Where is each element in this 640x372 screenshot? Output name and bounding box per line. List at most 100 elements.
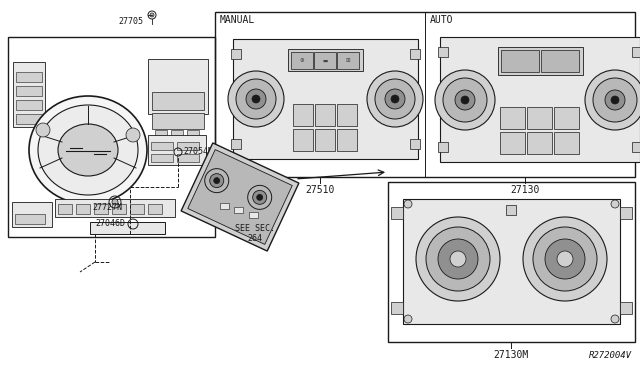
Circle shape — [36, 123, 50, 137]
Bar — [234, 207, 243, 213]
Bar — [291, 52, 313, 69]
Bar — [231, 139, 241, 149]
Polygon shape — [188, 150, 292, 244]
Text: SEE SEC.
264: SEE SEC. 264 — [235, 224, 275, 243]
Circle shape — [523, 217, 607, 301]
Bar — [527, 107, 552, 129]
Circle shape — [461, 96, 469, 104]
Text: ⊕: ⊕ — [300, 58, 304, 64]
Bar — [438, 142, 448, 152]
Ellipse shape — [29, 96, 147, 204]
Bar — [94, 204, 108, 214]
Text: ⊞: ⊞ — [346, 58, 350, 64]
Circle shape — [126, 128, 140, 142]
Circle shape — [416, 217, 500, 301]
Bar — [527, 132, 552, 154]
Bar — [220, 203, 228, 209]
Bar — [16, 72, 42, 82]
Circle shape — [404, 315, 412, 323]
Bar — [249, 212, 258, 218]
Bar — [440, 37, 640, 162]
Bar — [177, 154, 199, 162]
Circle shape — [385, 89, 405, 109]
Circle shape — [391, 95, 399, 103]
Bar — [76, 204, 90, 214]
Bar — [58, 204, 72, 214]
Text: MANUAL: MANUAL — [220, 15, 255, 25]
Bar — [231, 49, 241, 59]
Bar — [554, 132, 579, 154]
Bar — [151, 154, 173, 162]
Circle shape — [533, 227, 597, 291]
Bar — [112, 204, 126, 214]
Bar — [315, 104, 335, 126]
Polygon shape — [181, 143, 299, 251]
Circle shape — [253, 190, 267, 204]
Bar — [177, 142, 199, 150]
Bar — [16, 100, 42, 110]
Bar — [541, 50, 579, 72]
Bar — [8, 37, 215, 237]
Bar — [410, 49, 420, 59]
Bar — [403, 199, 620, 324]
Text: 27705: 27705 — [118, 16, 143, 26]
Circle shape — [228, 71, 284, 127]
Bar — [171, 130, 183, 136]
Bar — [410, 139, 420, 149]
Bar — [16, 86, 42, 96]
Bar — [151, 142, 173, 150]
Circle shape — [112, 199, 118, 205]
Circle shape — [404, 200, 412, 208]
Circle shape — [593, 78, 637, 122]
Bar — [12, 202, 52, 227]
Bar — [500, 107, 525, 129]
Bar — [388, 182, 635, 342]
Bar — [620, 207, 632, 219]
Bar — [155, 130, 167, 136]
Bar — [152, 92, 204, 110]
Circle shape — [375, 79, 415, 119]
Circle shape — [205, 169, 228, 193]
Bar — [337, 129, 357, 151]
Bar — [148, 59, 208, 114]
Circle shape — [435, 70, 495, 130]
Bar — [130, 204, 144, 214]
Circle shape — [557, 251, 573, 267]
Circle shape — [367, 71, 423, 127]
Text: 27510: 27510 — [305, 185, 335, 195]
Bar — [632, 47, 640, 57]
Circle shape — [426, 227, 490, 291]
Circle shape — [257, 194, 262, 201]
Bar — [13, 62, 45, 127]
Circle shape — [611, 200, 619, 208]
Bar — [438, 47, 448, 57]
Bar — [148, 135, 206, 165]
Circle shape — [236, 79, 276, 119]
Bar — [506, 205, 516, 215]
Text: 27130M: 27130M — [493, 350, 529, 360]
Bar — [215, 12, 635, 177]
Circle shape — [611, 96, 619, 104]
Bar — [16, 114, 42, 124]
Circle shape — [455, 90, 475, 110]
Circle shape — [248, 185, 272, 209]
Circle shape — [210, 174, 224, 187]
Circle shape — [252, 95, 260, 103]
Bar — [187, 130, 199, 136]
Bar — [152, 113, 204, 129]
Text: 27130: 27130 — [510, 185, 540, 195]
Bar — [293, 129, 313, 151]
Bar — [500, 132, 525, 154]
Text: 27046D: 27046D — [95, 219, 125, 228]
Text: R272004V: R272004V — [589, 351, 632, 360]
Text: 27727N: 27727N — [92, 202, 122, 212]
Circle shape — [246, 89, 266, 109]
Bar — [148, 204, 162, 214]
Circle shape — [450, 251, 466, 267]
Text: ▬: ▬ — [323, 58, 328, 64]
Text: 27054M: 27054M — [183, 148, 213, 157]
Circle shape — [611, 315, 619, 323]
Bar — [498, 47, 583, 75]
Circle shape — [545, 239, 585, 279]
Ellipse shape — [58, 124, 118, 176]
